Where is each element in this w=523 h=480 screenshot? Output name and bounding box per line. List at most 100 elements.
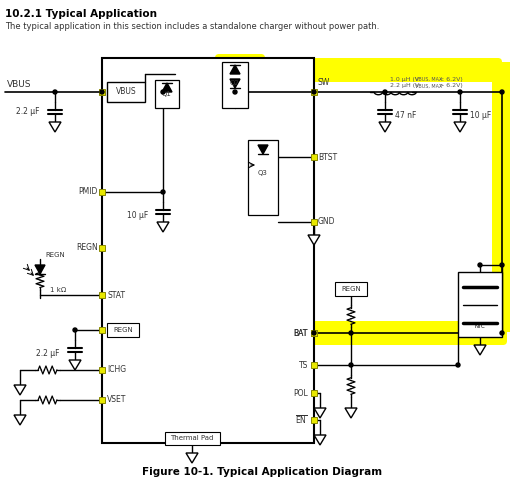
- Bar: [311, 362, 317, 368]
- Text: ICHG: ICHG: [107, 365, 126, 374]
- Polygon shape: [14, 415, 26, 425]
- Circle shape: [456, 363, 460, 367]
- Bar: [99, 367, 105, 373]
- FancyBboxPatch shape: [224, 58, 502, 82]
- Bar: [99, 89, 105, 95]
- Bar: [311, 330, 317, 336]
- Text: TS: TS: [299, 360, 308, 370]
- Circle shape: [312, 331, 316, 335]
- Circle shape: [478, 263, 482, 267]
- Text: Q1: Q1: [162, 91, 172, 97]
- Polygon shape: [69, 360, 81, 370]
- Bar: [311, 89, 317, 95]
- Polygon shape: [157, 222, 169, 232]
- Polygon shape: [14, 385, 26, 395]
- Text: 10.2.1 Typical Application: 10.2.1 Typical Application: [5, 9, 157, 19]
- Circle shape: [161, 90, 165, 94]
- Text: The typical application in this section includes a standalone charger without po: The typical application in this section …: [5, 22, 379, 31]
- Bar: [99, 292, 105, 298]
- Text: REGN: REGN: [45, 252, 65, 258]
- Bar: [458, 272, 502, 337]
- Text: $\overline{\mathrm{EN}}$: $\overline{\mathrm{EN}}$: [295, 414, 308, 426]
- Text: Q3: Q3: [258, 170, 268, 176]
- Bar: [107, 323, 139, 337]
- Text: 1 kΩ: 1 kΩ: [50, 287, 66, 293]
- Polygon shape: [230, 65, 240, 74]
- Circle shape: [500, 263, 504, 267]
- Polygon shape: [35, 265, 45, 274]
- Polygon shape: [345, 408, 357, 418]
- Circle shape: [383, 90, 387, 94]
- Bar: [155, 80, 179, 108]
- Text: NTC: NTC: [475, 324, 485, 329]
- Text: VBUS, MAX: VBUS, MAX: [415, 76, 442, 82]
- Text: 2.2 μH (V: 2.2 μH (V: [390, 84, 419, 88]
- Circle shape: [500, 331, 504, 335]
- Bar: [102, 58, 314, 443]
- Text: VBUS: VBUS: [116, 87, 137, 96]
- Circle shape: [500, 90, 504, 94]
- Bar: [99, 327, 105, 333]
- Text: REGN: REGN: [76, 243, 98, 252]
- Bar: [248, 140, 278, 215]
- Polygon shape: [314, 408, 326, 418]
- Text: POL: POL: [293, 388, 308, 397]
- FancyBboxPatch shape: [148, 176, 224, 206]
- Text: > 6.2V): > 6.2V): [437, 84, 463, 88]
- Text: BAT: BAT: [293, 328, 308, 337]
- Polygon shape: [379, 122, 391, 132]
- Polygon shape: [308, 235, 320, 245]
- Polygon shape: [314, 435, 326, 445]
- Text: 10 μF: 10 μF: [127, 211, 148, 219]
- Bar: [311, 417, 317, 423]
- Bar: [99, 245, 105, 251]
- Circle shape: [161, 190, 165, 194]
- Bar: [152, 190, 174, 333]
- Bar: [492, 62, 510, 332]
- Polygon shape: [454, 122, 466, 132]
- Bar: [311, 330, 317, 336]
- Polygon shape: [474, 345, 486, 355]
- Polygon shape: [186, 453, 198, 463]
- Text: 2.2 μF: 2.2 μF: [37, 348, 60, 358]
- Text: REGN: REGN: [113, 327, 133, 333]
- Circle shape: [100, 90, 104, 94]
- Text: 2.2 μF: 2.2 μF: [17, 108, 40, 117]
- Text: REGN: REGN: [341, 286, 361, 292]
- Text: 10 μF: 10 μF: [470, 110, 491, 120]
- Circle shape: [349, 331, 353, 335]
- Bar: [311, 154, 317, 160]
- Circle shape: [312, 90, 316, 94]
- Text: VSET: VSET: [107, 396, 127, 405]
- Bar: [99, 397, 105, 403]
- Polygon shape: [258, 145, 268, 154]
- Text: GND: GND: [318, 217, 335, 227]
- Circle shape: [458, 90, 462, 94]
- Circle shape: [233, 90, 237, 94]
- Text: STAT: STAT: [107, 290, 125, 300]
- Text: VBUS: VBUS: [7, 80, 31, 89]
- Circle shape: [349, 363, 353, 367]
- FancyBboxPatch shape: [215, 54, 265, 114]
- Text: Q2: Q2: [230, 80, 240, 86]
- Bar: [107, 82, 145, 102]
- Text: 47 nF: 47 nF: [395, 110, 416, 120]
- Bar: [335, 282, 367, 296]
- Bar: [165, 432, 220, 445]
- Text: SW: SW: [318, 78, 330, 87]
- Bar: [222, 62, 248, 108]
- Text: PMID: PMID: [78, 188, 98, 196]
- Polygon shape: [230, 79, 240, 88]
- Circle shape: [73, 328, 77, 332]
- Circle shape: [53, 90, 57, 94]
- Text: 1.0 μH (V: 1.0 μH (V: [390, 76, 419, 82]
- Text: Thermal Pad: Thermal Pad: [170, 435, 214, 441]
- Polygon shape: [49, 122, 61, 132]
- Text: Figure 10-1. Typical Application Diagram: Figure 10-1. Typical Application Diagram: [142, 467, 382, 477]
- Bar: [311, 219, 317, 225]
- FancyBboxPatch shape: [151, 321, 507, 345]
- Bar: [311, 390, 317, 396]
- Text: < 6.2V): < 6.2V): [437, 76, 463, 82]
- Polygon shape: [162, 83, 172, 92]
- Bar: [99, 189, 105, 195]
